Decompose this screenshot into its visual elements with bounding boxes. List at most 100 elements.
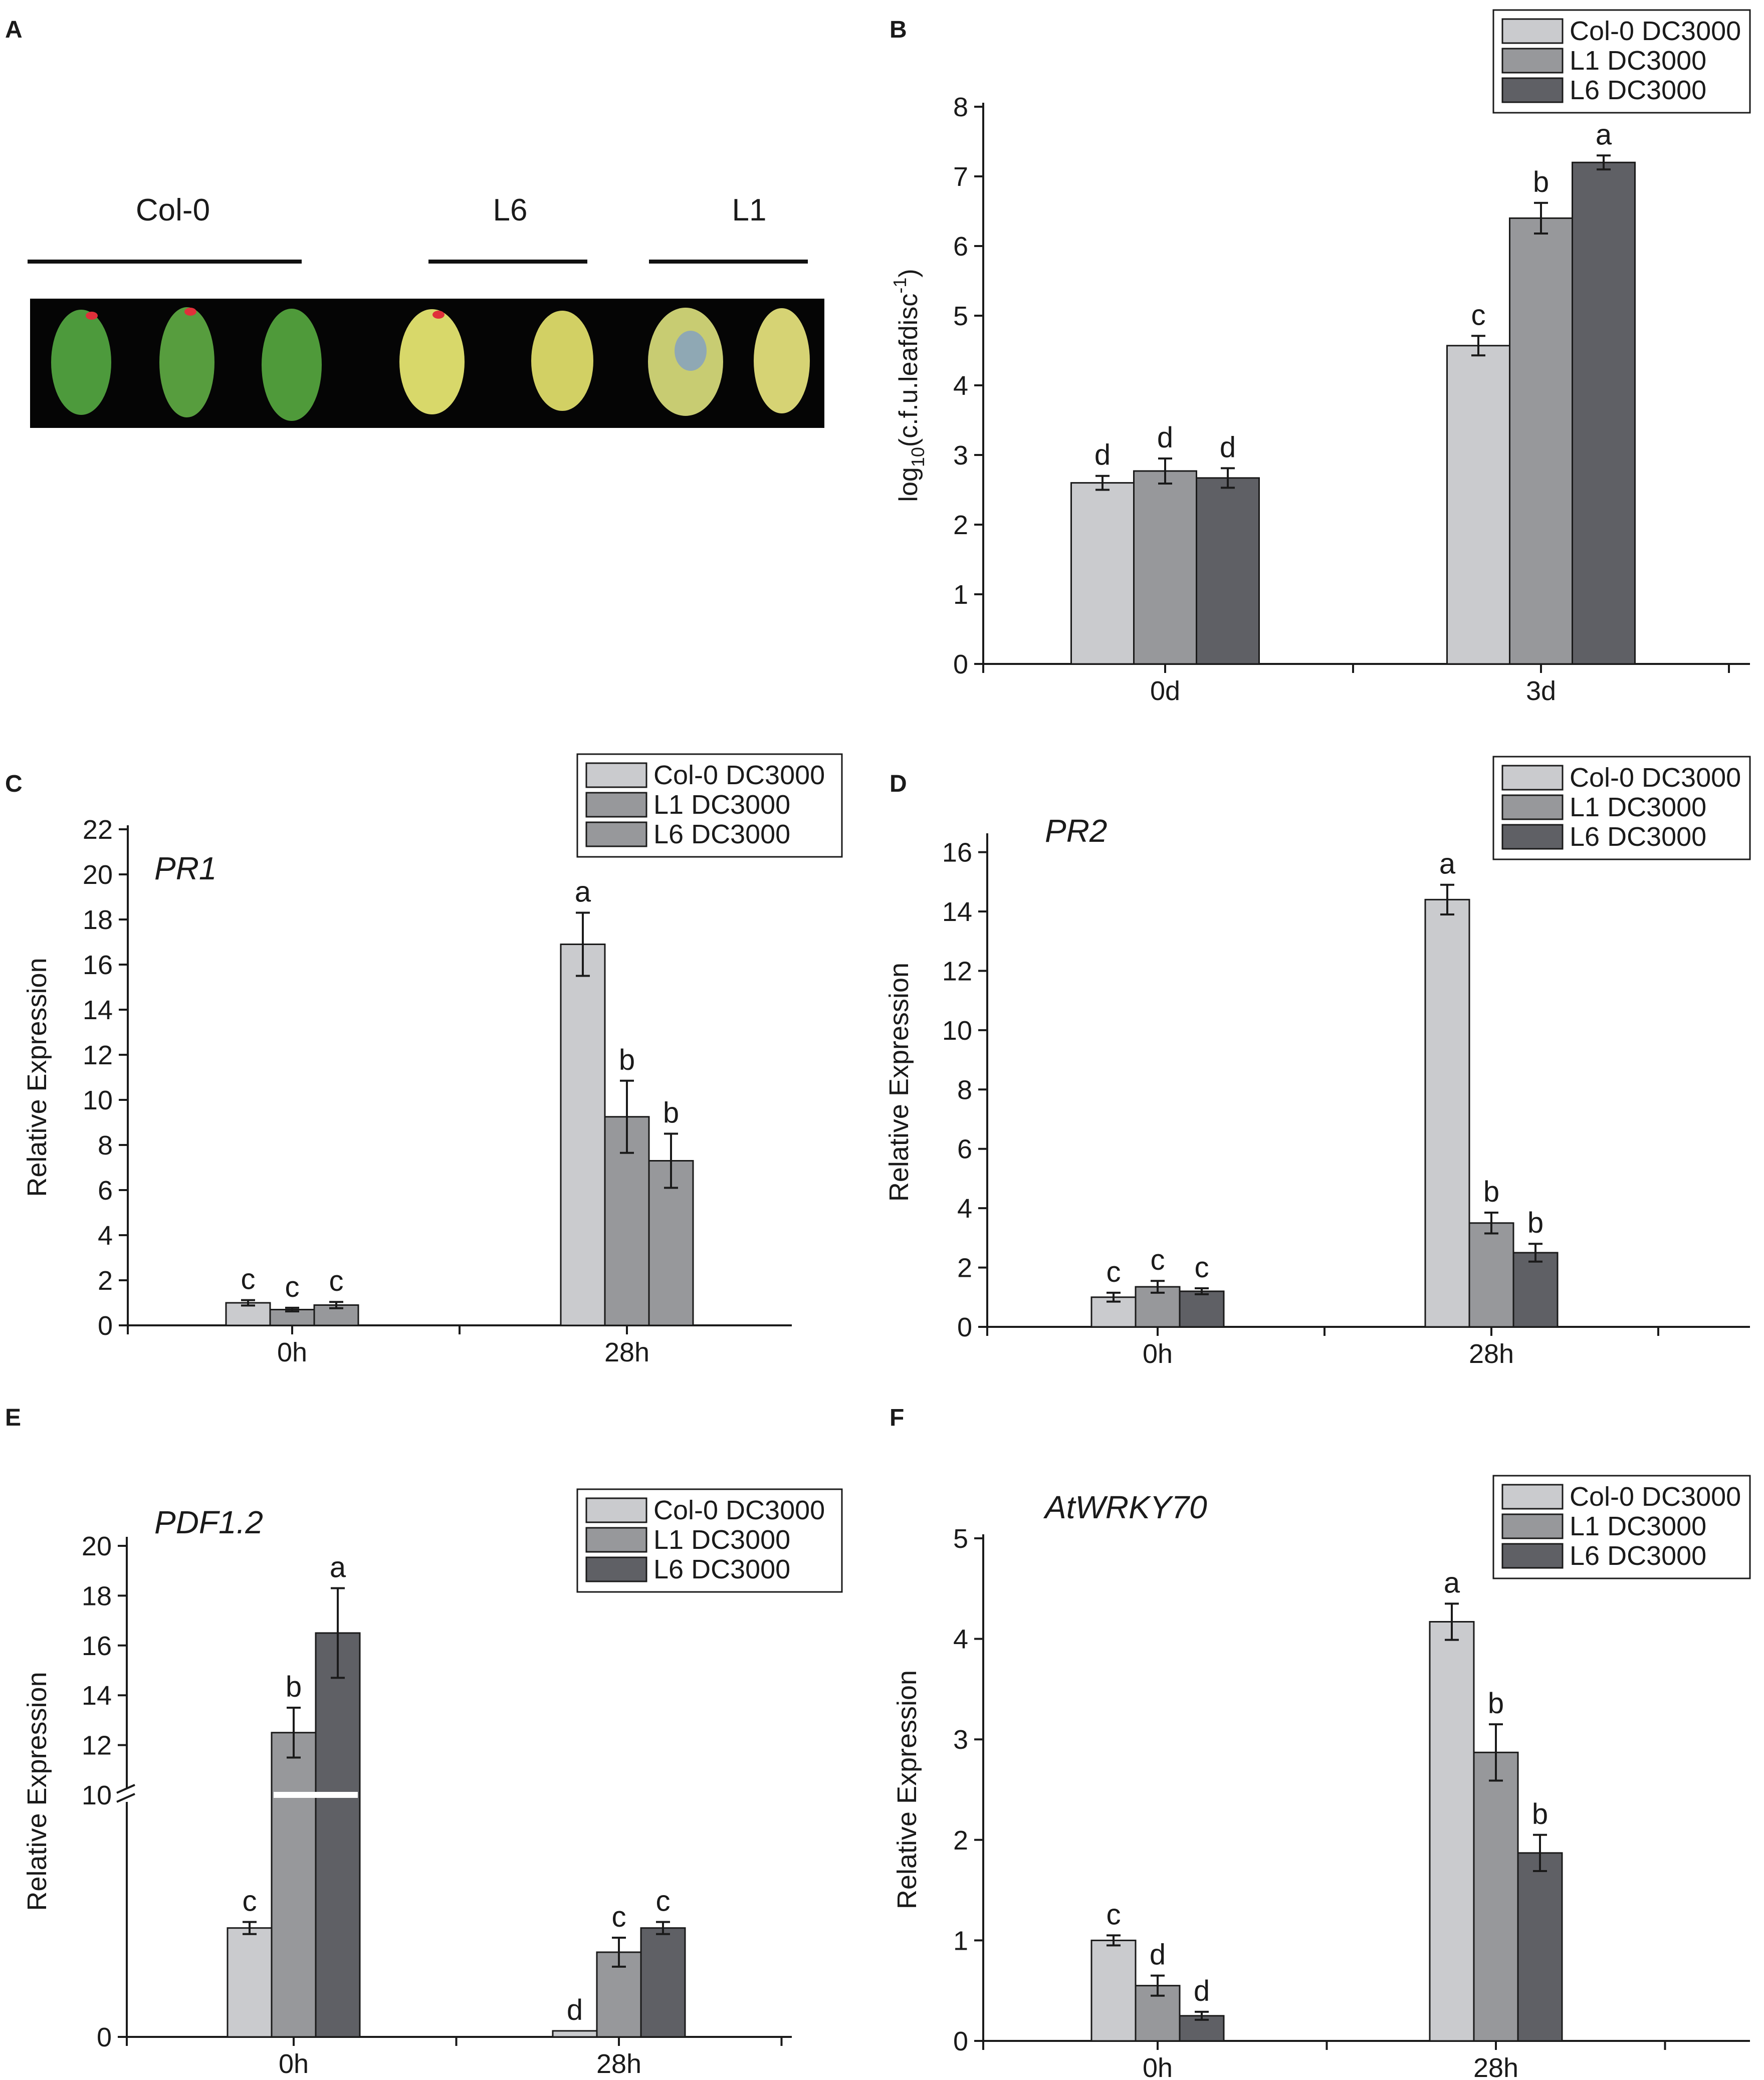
panel-d-xtick-label: 0h — [1143, 1339, 1173, 1369]
panel-f-legend-swatch — [1501, 1484, 1564, 1510]
panel-b-bar — [1070, 482, 1135, 665]
panel-f-bar — [1517, 1852, 1563, 2042]
panel-f-letter: F — [890, 1405, 904, 1431]
panel-f-ytick-label: 1 — [953, 1926, 968, 1956]
panel-b-ytick-label: 8 — [953, 92, 968, 122]
panel-d-ytick-label: 14 — [942, 897, 972, 927]
panel-f-title: AtWRKY70 — [1043, 1489, 1207, 1525]
leaf-l6-1 — [399, 309, 465, 414]
panel-c-xtick-label: 28h — [604, 1337, 649, 1367]
panel-b-bar — [1509, 217, 1573, 665]
panel-d-significance-letter: c — [1151, 1244, 1165, 1276]
panel-f-significance-letter: b — [1488, 1687, 1504, 1720]
panel-e-ytick-label: 12 — [82, 1731, 112, 1761]
panel-b-ytick-label: 3 — [953, 440, 968, 471]
panel-e-significance-letter: b — [286, 1671, 302, 1703]
panel-e-xtick-label: 28h — [596, 2049, 641, 2079]
panel-c-significance-letter: a — [575, 876, 591, 908]
leaf-l1-1-spot — [675, 331, 707, 371]
panel-b-y-label-sub: 10 — [908, 447, 928, 467]
panel-e-letter: E — [5, 1405, 21, 1431]
panel-d-legend-swatch — [1501, 765, 1564, 791]
panel-e-legend-label: L1 DC3000 — [653, 1525, 790, 1555]
panel-b-bar — [1572, 161, 1636, 665]
group-label-l1: L1 — [732, 193, 767, 227]
panel-d-legend-swatch — [1501, 824, 1564, 850]
panel-b-y-label-base: log — [894, 467, 923, 502]
panel-f-y-label: Relative Expression — [892, 1670, 922, 1909]
panel-d-title: PR2 — [1045, 813, 1108, 849]
panel-c-ytick-label: 20 — [83, 860, 113, 890]
panel-e-ytick-label: 18 — [82, 1581, 112, 1611]
panel-c-legend-label: Col-0 DC3000 — [653, 760, 825, 790]
panel-d-legend-label: L6 DC3000 — [1570, 822, 1706, 852]
group-label-col0: Col-0 — [136, 193, 210, 227]
panel-e-bar — [552, 2030, 598, 2038]
panel-f-xtick-label: 28h — [1473, 2053, 1518, 2080]
panel-b-significance-letter: d — [1220, 431, 1236, 464]
panel-d-bar — [1424, 898, 1470, 1328]
chart-c: 0 2 4 6 8 10 12 14 16 18 20 22 0h 28h c a c b c b Col-0 DC30… — [22, 753, 843, 1367]
panel-e-legend-label: L6 DC3000 — [653, 1554, 790, 1584]
panel-d-xtick-label: 28h — [1469, 1339, 1514, 1369]
leaf-col0-1 — [51, 310, 111, 415]
panel-e-ytick-label: 0 — [97, 2022, 112, 2052]
panel-b-xtick-label: 0d — [1150, 676, 1180, 706]
panel-b-significance-letter: a — [1596, 118, 1612, 151]
panel-b-bar — [1196, 477, 1260, 665]
panel-c-significance-letter: b — [663, 1097, 679, 1129]
panel-c-ytick-label: 10 — [83, 1085, 113, 1115]
panel-f-ytick-label: 2 — [953, 1825, 968, 1856]
panel-d-ytick-label: 12 — [942, 956, 972, 986]
panel-b-bar — [1133, 470, 1197, 665]
panel-c-legend-swatch — [585, 792, 647, 818]
panel-d-legend-label: Col-0 DC3000 — [1570, 763, 1741, 793]
panel-f-significance-letter: d — [1194, 1975, 1210, 2007]
panel-f-ytick-label: 4 — [953, 1625, 968, 1655]
panel-f-significance-letter: b — [1532, 1798, 1548, 1830]
panel-b-legend-label: L1 DC3000 — [1570, 46, 1706, 76]
panel-d-ytick-label: 8 — [957, 1075, 972, 1105]
leaf-col0-2-tip — [184, 308, 196, 316]
panel-e-y-label: Relative Expression — [22, 1672, 52, 1911]
leaf-photo — [30, 299, 824, 428]
panel-c-significance-letter: b — [619, 1044, 635, 1076]
panel-d-legend-swatch — [1501, 794, 1564, 820]
panel-b-legend-swatch — [1501, 77, 1564, 103]
panel-e-legend-swatch — [585, 1556, 647, 1582]
panel-e-ytick-label: 16 — [82, 1631, 112, 1661]
panel-c-ytick-label: 16 — [83, 950, 113, 980]
panel-e-ytick-label: 10 — [82, 1780, 112, 1810]
panel-b-significance-letter: b — [1533, 166, 1549, 198]
panel-d-ytick-label: 0 — [957, 1312, 972, 1342]
panel-f-legend-swatch — [1501, 1543, 1564, 1569]
panel-c-y-label: Relative Expression — [22, 958, 52, 1197]
panel-b-ytick-label: 7 — [953, 162, 968, 192]
panel-d-significance-letter: b — [1483, 1176, 1499, 1208]
panel-c-ytick-label: 22 — [83, 815, 113, 845]
panel-f-legend-label: L1 DC3000 — [1570, 1511, 1706, 1541]
panel-d-legend-label: L1 DC3000 — [1570, 792, 1706, 822]
panel-e-ytick-label: 20 — [82, 1531, 112, 1561]
panel-c-ytick-label: 4 — [98, 1221, 113, 1251]
panel-d-bar — [1179, 1290, 1225, 1328]
panel-d-significance-letter: a — [1439, 848, 1456, 880]
panel-b-significance-letter: d — [1157, 421, 1173, 454]
panel-e-legend-swatch — [585, 1497, 647, 1523]
panel-c-ytick-label: 14 — [83, 995, 113, 1025]
leaf-l6-2 — [531, 311, 593, 411]
leaf-col0-3 — [262, 309, 322, 421]
panel-e-title: PDF1.2 — [154, 1504, 263, 1540]
panel-b-y-label-sup: -1 — [890, 278, 910, 294]
panel-f-legend-swatch — [1501, 1513, 1564, 1539]
panel-b-ytick-label: 2 — [953, 510, 968, 540]
panel-f-bar — [1090, 1939, 1137, 2042]
panel-c-bar — [225, 1302, 271, 1326]
panel-e-bar — [315, 1632, 361, 2038]
panel-e-bar — [271, 1732, 317, 2038]
panel-b-ytick-label: 5 — [953, 301, 968, 331]
panel-d-significance-letter: c — [1107, 1256, 1121, 1288]
